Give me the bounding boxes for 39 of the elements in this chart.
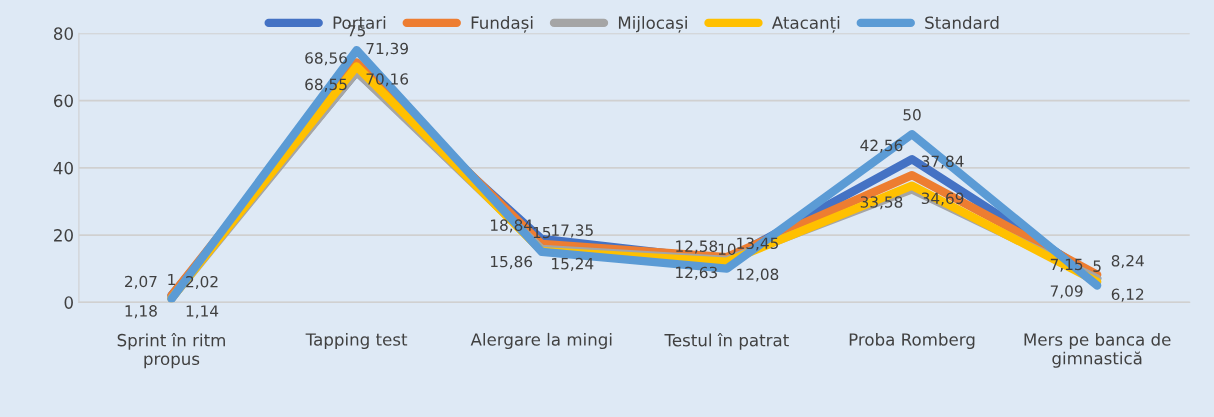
- data-label: 5: [1093, 260, 1101, 272]
- data-label: 12,58: [676, 240, 718, 254]
- x-tick-label: Testul în patrat: [664, 332, 789, 350]
- y-tick-label: 40: [53, 161, 73, 175]
- data-label: 2,07: [125, 275, 157, 289]
- x-tick-label: Mers pe banca de gimnastică: [1024, 332, 1171, 368]
- legend-label: Mijlocași: [618, 16, 687, 33]
- data-label: 70,16: [366, 73, 409, 87]
- y-tick-label: 60: [54, 94, 73, 108]
- x-tick-label: Sprint în ritm propus: [117, 332, 225, 369]
- data-label: 12,63: [676, 266, 717, 280]
- data-label: 15,86: [491, 255, 533, 269]
- data-label: 8,24: [1111, 255, 1144, 269]
- y-tick-label: 80: [53, 27, 73, 40]
- data-label: 2,02: [186, 275, 218, 290]
- legend-label: Fundași: [471, 16, 533, 33]
- x-tick-label: Tapping test: [305, 332, 408, 350]
- data-label: 1,18: [125, 305, 157, 319]
- data-label: 17,35: [552, 224, 593, 238]
- data-label: 13,45: [737, 237, 778, 251]
- data-label: 18,84: [491, 219, 533, 233]
- legend-label: Standard: [925, 16, 999, 29]
- data-label: 1: [168, 273, 175, 286]
- x-tick-label: Proba Romberg: [849, 332, 975, 350]
- data-label: 7,09: [1050, 285, 1083, 299]
- data-label: 71,39: [366, 42, 408, 56]
- data-label: 1,14: [186, 305, 219, 319]
- data-label: 12,08: [737, 268, 779, 282]
- x-tick-label: Alergare la mingi: [470, 332, 612, 350]
- data-label: 15,24: [552, 257, 594, 271]
- data-label: 10: [718, 243, 736, 256]
- legend-label: Atacanți: [771, 16, 840, 33]
- data-label: 7,15: [1050, 258, 1083, 272]
- data-label: 68,56: [305, 52, 347, 66]
- data-label: 15: [533, 226, 551, 239]
- y-tick-label: 20: [54, 229, 73, 242]
- data-label: 50: [903, 109, 921, 121]
- data-label: 6,12: [1111, 288, 1144, 302]
- y-tick-label: 0: [64, 296, 73, 309]
